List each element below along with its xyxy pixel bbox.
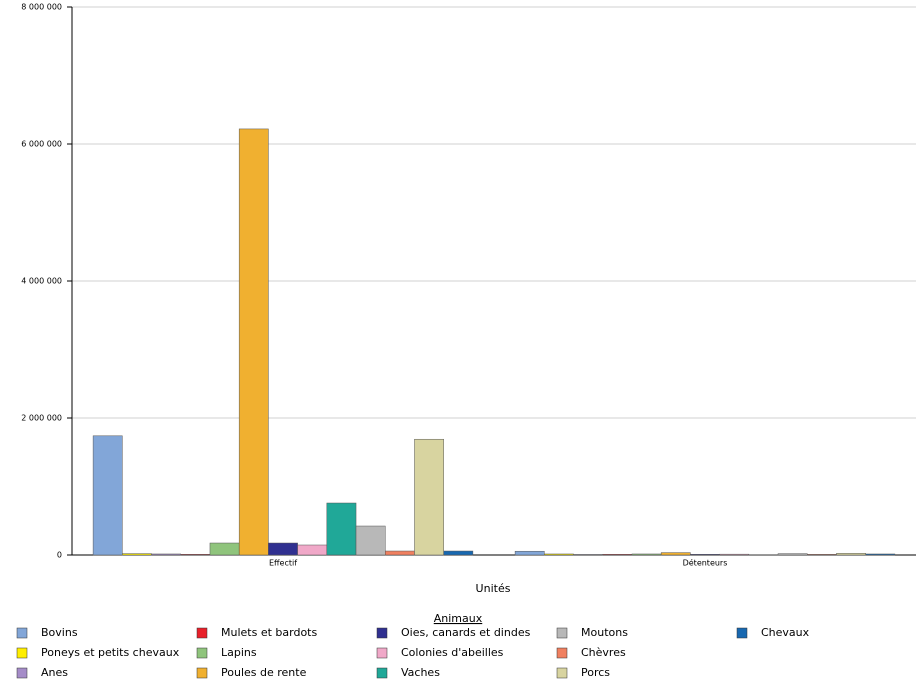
bar <box>209 542 240 556</box>
bar <box>122 553 152 556</box>
legend-swatch <box>16 667 28 679</box>
legend-label: Lapins <box>221 646 257 659</box>
legend-label: Porcs <box>581 666 610 679</box>
legend-swatch <box>16 627 28 639</box>
y-tick-label: 6 000 000 <box>21 140 62 149</box>
bar <box>602 554 633 556</box>
bar <box>573 554 603 556</box>
bar <box>326 502 357 556</box>
legend-swatch <box>736 627 748 639</box>
legend-label: Chèvres <box>581 646 626 659</box>
bar <box>238 128 269 556</box>
legend-label: Chevaux <box>761 626 810 639</box>
bar <box>355 525 386 556</box>
legend-swatch <box>376 667 388 679</box>
legend-swatch <box>376 647 388 659</box>
legend-swatch <box>556 667 568 679</box>
legend-label: Oies, canards et dindes <box>401 626 531 639</box>
legend-label: Bovins <box>41 626 78 639</box>
legend-swatch <box>196 647 208 659</box>
y-tick-label: 4 000 000 <box>21 277 62 286</box>
legend-swatch <box>16 647 28 659</box>
legend-swatch <box>556 627 568 639</box>
bar <box>865 553 896 556</box>
legend-swatch <box>556 647 568 659</box>
bar <box>92 435 123 556</box>
legend-label: Anes <box>41 666 68 679</box>
legend-label: Moutons <box>581 626 628 639</box>
bar <box>297 544 328 556</box>
bar <box>631 553 662 556</box>
bar <box>719 553 750 556</box>
bar <box>385 550 415 556</box>
bar <box>151 553 181 556</box>
x-tick-label: Détenteurs <box>683 558 728 568</box>
bar <box>660 552 691 556</box>
y-tick-label: 2 000 000 <box>21 414 62 423</box>
legend-swatch <box>196 667 208 679</box>
legend-label: Mulets et bardots <box>221 626 317 639</box>
bar <box>836 553 866 556</box>
y-tick-label: 8 000 000 <box>21 3 62 12</box>
x-tick-label: Effectif <box>269 559 297 568</box>
legend-swatch <box>376 627 388 639</box>
legend-label: Poneys et petits chevaux <box>41 646 180 659</box>
legend-label: Vaches <box>401 666 440 679</box>
bar <box>180 554 211 556</box>
legend-title: Animaux <box>434 612 483 625</box>
bar <box>268 542 298 556</box>
bar <box>414 438 444 556</box>
bar <box>443 550 474 556</box>
legend-label: Colonies d'abeilles <box>401 646 504 659</box>
legend-swatch <box>196 627 208 639</box>
bar <box>544 553 574 556</box>
legend-label: Poules de rente <box>221 666 307 679</box>
bar <box>690 554 720 556</box>
bar <box>514 550 545 556</box>
bar <box>807 554 837 556</box>
x-axis-title: Unités <box>476 582 511 595</box>
bar <box>777 553 808 556</box>
y-tick-label: 0 <box>57 551 62 560</box>
